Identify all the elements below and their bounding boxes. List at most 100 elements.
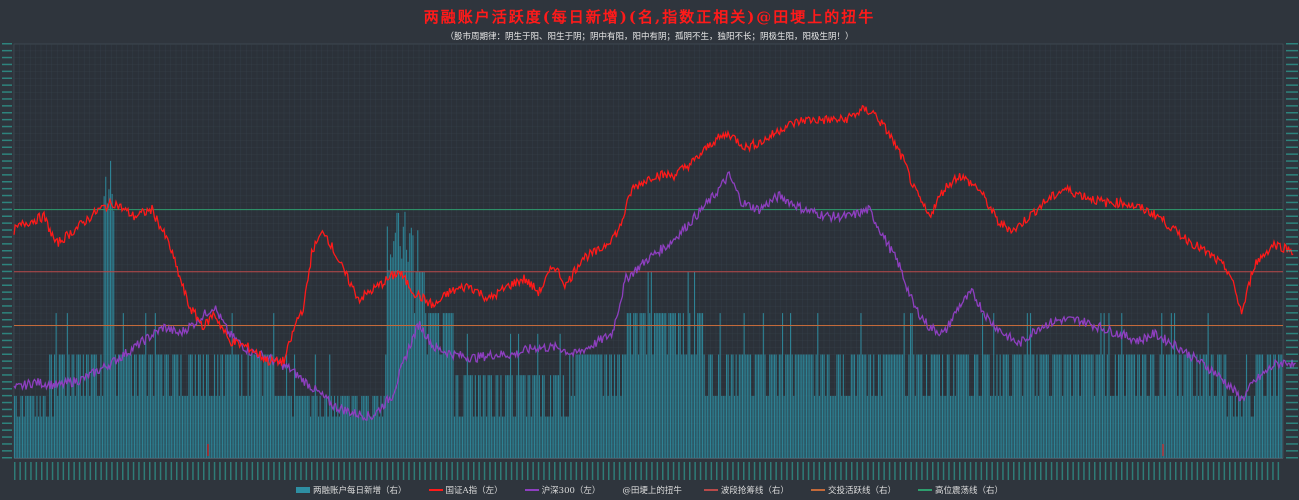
- bar-daily-new-accounts: [489, 375, 491, 458]
- x-axis-tick-label: [1185, 462, 1188, 480]
- legend-item-active-line[interactable]: 交投活跃线（右）: [810, 484, 896, 496]
- legend-label-high-line: 高位震荡线（右）: [934, 486, 1003, 496]
- x-axis-tick-label: [629, 462, 632, 480]
- bar-daily-new-accounts: [1076, 354, 1078, 458]
- x-axis-tick-label: [959, 462, 961, 480]
- bar-daily-new-accounts: [612, 395, 614, 458]
- bar-daily-new-accounts: [518, 333, 520, 458]
- bar-daily-new-accounts: [678, 313, 680, 458]
- bar-daily-new-accounts: [154, 313, 156, 458]
- bar-daily-new-accounts: [1038, 395, 1040, 458]
- bar-daily-new-accounts: [980, 395, 982, 458]
- bar-daily-new-accounts: [138, 354, 140, 458]
- bar-daily-new-accounts: [482, 375, 484, 458]
- x-axis-tick-label: [489, 462, 491, 480]
- bar-daily-new-accounts: [106, 203, 108, 458]
- right-axis-tick-label: [1286, 229, 1298, 231]
- bar-daily-new-accounts: [22, 395, 24, 458]
- bar-daily-new-accounts: [820, 354, 822, 458]
- bar-daily-new-accounts: [743, 313, 745, 458]
- legend-item-index-a[interactable]: 国证A指（左）: [428, 484, 503, 496]
- bar-daily-new-accounts: [676, 354, 678, 458]
- bar-daily-new-accounts: [471, 375, 473, 458]
- legend-item-author: @田埂上的扭牛: [622, 484, 682, 496]
- legend-item-bars[interactable]: 两融账户每日新增（右）: [296, 484, 407, 496]
- x-axis-tick-label: [678, 462, 680, 480]
- bar-daily-new-accounts: [1143, 354, 1145, 458]
- bar-daily-new-accounts: [836, 354, 838, 458]
- x-axis-tick-label: [1202, 462, 1204, 480]
- bar-daily-new-accounts: [786, 354, 788, 458]
- x-axis-tick-label: [51, 462, 54, 480]
- bar-daily-new-accounts: [1066, 354, 1068, 458]
- bar-daily-new-accounts: [63, 354, 65, 458]
- bar-daily-new-accounts: [522, 375, 524, 458]
- bar-daily-new-accounts: [382, 416, 384, 458]
- bar-daily-new-accounts: [199, 354, 201, 458]
- bar-daily-new-accounts: [142, 354, 144, 458]
- bar-daily-new-accounts: [750, 354, 752, 458]
- bar-daily-new-accounts: [175, 354, 177, 458]
- x-axis-tick-label: [521, 462, 524, 480]
- bar-daily-new-accounts: [1071, 395, 1073, 458]
- series-line-index-a: [13, 104, 1294, 367]
- bar-daily-new-accounts: [1196, 354, 1198, 458]
- right-axis-tick-label: [1286, 243, 1298, 245]
- bar-daily-new-accounts: [458, 416, 460, 458]
- x-axis-tick-label: [797, 462, 799, 480]
- bar-daily-new-accounts: [919, 354, 921, 458]
- bar-daily-new-accounts: [324, 395, 326, 458]
- x-axis-tick-label: [1056, 462, 1058, 480]
- legend-item-band-line[interactable]: 波段抢筹线（右）: [703, 484, 789, 496]
- bar-daily-new-accounts: [297, 395, 299, 458]
- x-axis-tick-label: [1077, 462, 1080, 480]
- x-axis-tick-label: [689, 462, 691, 480]
- bar-daily-new-accounts: [1030, 313, 1032, 458]
- bar-daily-new-accounts: [126, 354, 128, 458]
- legend-item-high-line[interactable]: 高位震荡线（右）: [917, 484, 1003, 496]
- bar-daily-new-accounts: [519, 375, 521, 458]
- x-axis-tick-label: [1191, 462, 1193, 480]
- bar-daily-new-accounts: [662, 313, 664, 458]
- right-axis-tick-label: [1286, 353, 1298, 355]
- right-axis-tick-label: [1286, 215, 1298, 217]
- x-axis-tick-label: [365, 462, 367, 480]
- x-axis-tick-label: [402, 462, 405, 480]
- left-axis-tick-label: [2, 346, 12, 349]
- bar-daily-new-accounts: [623, 354, 625, 458]
- x-axis-tick-label: [95, 462, 97, 480]
- bar-daily-new-accounts: [1063, 354, 1065, 458]
- bar-daily-new-accounts: [599, 354, 601, 458]
- bar-daily-new-accounts: [666, 354, 668, 458]
- x-axis-tick-label: [1018, 462, 1020, 480]
- bar-daily-new-accounts: [1220, 354, 1222, 458]
- bar-daily-new-accounts: [281, 395, 283, 458]
- x-axis-tick-label: [991, 462, 993, 480]
- bar-daily-new-accounts: [882, 354, 884, 458]
- bar-daily-new-accounts: [842, 354, 844, 458]
- bar-daily-new-accounts: [887, 354, 889, 458]
- bar-daily-new-accounts: [903, 313, 905, 458]
- right-axis-tick-label: [1286, 236, 1298, 238]
- bar-daily-new-accounts: [90, 354, 92, 458]
- bar-daily-new-accounts: [1018, 354, 1020, 458]
- bar-daily-new-accounts: [1177, 395, 1179, 458]
- bar-daily-new-accounts: [386, 226, 388, 458]
- bar-daily-new-accounts: [633, 313, 635, 458]
- bar-daily-new-accounts: [542, 375, 544, 458]
- bar-daily-new-accounts: [1215, 395, 1217, 458]
- bar-daily-new-accounts: [463, 375, 465, 458]
- bar-daily-new-accounts: [52, 416, 54, 458]
- bar-daily-new-accounts: [998, 395, 1000, 458]
- bar-daily-new-accounts: [1034, 395, 1036, 458]
- bar-daily-new-accounts: [724, 395, 726, 458]
- bar-daily-new-accounts: [674, 313, 676, 458]
- x-axis-tick-label: [721, 462, 723, 480]
- bar-daily-new-accounts: [1263, 395, 1265, 458]
- bar-daily-new-accounts: [305, 395, 307, 458]
- bar-daily-new-accounts: [1028, 354, 1030, 458]
- bar-daily-new-accounts: [1042, 354, 1044, 458]
- x-axis-tick-label: [1115, 462, 1118, 480]
- legend-item-csi300[interactable]: 沪深300（左）: [524, 484, 600, 496]
- bar-daily-new-accounts: [455, 375, 457, 458]
